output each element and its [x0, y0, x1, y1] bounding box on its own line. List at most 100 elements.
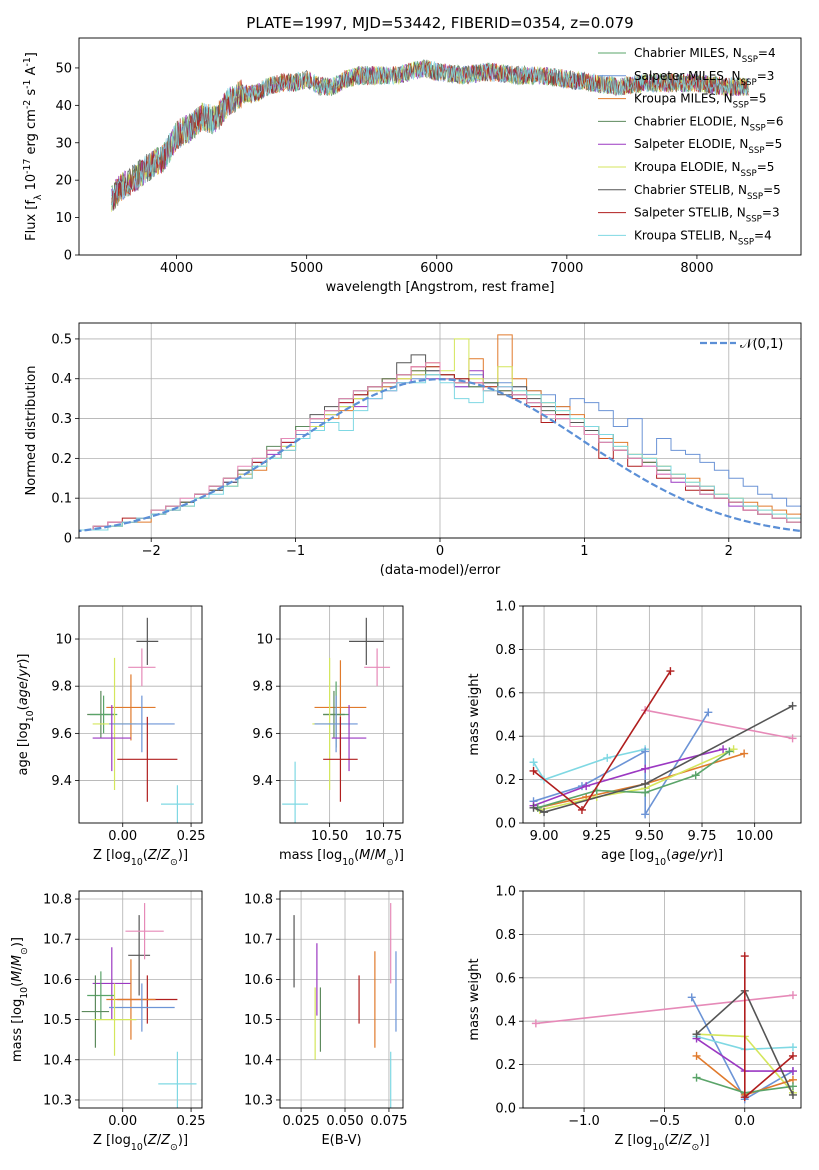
- x-tick-label: 2: [725, 544, 733, 559]
- axes-frame: [279, 605, 404, 824]
- legend-label: Salpeter STELIB, NSSP=3: [634, 206, 780, 225]
- legend-label: Salpeter MILES, NSSP=3: [634, 69, 774, 88]
- error-bar-point: [323, 690, 345, 739]
- y-tick-label: 0.4: [51, 372, 72, 387]
- weight-point-marker: [740, 1093, 749, 1102]
- legend-label: Kroupa ELODIE, NSSP=5: [634, 160, 774, 179]
- x-tick-label: 10.75: [365, 829, 402, 844]
- x-tick-label: 9.75: [688, 829, 717, 844]
- weight-point-marker: [692, 1051, 701, 1060]
- spectrum-axes: 4000 5000 6000 7000 8000 0 10 20 30 40 50: [55, 37, 802, 276]
- weight-point-marker: [531, 1019, 540, 1028]
- y-tick-label: 0.2: [51, 452, 72, 467]
- error-bar-point: [282, 761, 309, 823]
- histogram-series: [79, 362, 801, 538]
- x-axis-label: Z [log10(Z/Z⊙)]: [614, 1133, 709, 1153]
- weight-point-marker: [788, 1067, 797, 1076]
- y-tick-label: 10.6: [244, 973, 273, 988]
- plot-area: [87, 617, 194, 823]
- error-bar-point: [161, 785, 194, 823]
- error-bar-point: [92, 947, 131, 1020]
- y-tick-label: 9.8: [51, 680, 72, 695]
- histogram-series: [79, 370, 801, 538]
- age-vs-mass-axes: 10.50 10.75 9.4 9.6 9.8 10: [252, 605, 404, 844]
- y-axis-label: Normed distribution: [24, 366, 39, 496]
- x-tick-label: 10.50: [311, 829, 348, 844]
- axes-frame: [78, 890, 203, 1109]
- weight-point-marker: [687, 993, 696, 1002]
- y-axis-label: mass weight: [467, 958, 482, 1040]
- y-tick-label: 10: [55, 633, 72, 648]
- y-tick-label: 10.7: [43, 933, 72, 948]
- y-tick-label: 0: [64, 249, 72, 264]
- weight-point-marker: [582, 782, 591, 791]
- y-tick-label: 9.4: [252, 774, 273, 789]
- x-axis-label: age [log10(age/yr)]: [601, 848, 723, 868]
- weight-series-line: [645, 709, 793, 740]
- weight-point-marker: [740, 749, 749, 758]
- weight-point-marker: [740, 952, 749, 961]
- histogram-series: [79, 338, 801, 538]
- y-tick-label: 0.6: [495, 971, 516, 986]
- error-bar-point: [92, 705, 131, 772]
- y-tick-label: 10.5: [43, 1013, 72, 1028]
- gaussian-reference-line: [79, 378, 801, 533]
- x-axis-label: Z [log10(Z/Z⊙)]: [93, 848, 188, 868]
- legend-label: Salpeter ELODIE, NSSP=5: [634, 137, 782, 156]
- error-bar-point: [323, 716, 358, 802]
- y-tick-label: 10.3: [244, 1093, 273, 1108]
- y-tick-label: 9.8: [252, 680, 273, 695]
- y-tick-label: 0.4: [495, 730, 516, 745]
- x-tick-label: 0.00: [108, 1114, 137, 1129]
- weight-point-marker: [666, 667, 675, 676]
- x-axis-label: (data-model)/error: [380, 563, 501, 578]
- error-bar-point: [349, 617, 384, 665]
- weight-point-marker: [577, 805, 586, 814]
- y-tick-label: 9.4: [51, 774, 72, 789]
- weight-point-marker: [641, 810, 650, 819]
- error-bar-point: [314, 695, 358, 753]
- y-tick-label: 10.3: [43, 1093, 72, 1108]
- weight-point-marker: [641, 747, 650, 756]
- age-vs-Z-axes: 0.00 0.25 9.4 9.6 9.8 10: [51, 605, 206, 844]
- y-tick-label: 10: [256, 633, 273, 648]
- error-bar-point: [128, 648, 156, 687]
- x-tick-label: 0.050: [326, 1114, 363, 1129]
- error-bar-point: [364, 648, 391, 687]
- legend-label: Chabrier MILES, NSSP=4: [634, 46, 776, 65]
- legend-label: Chabrier ELODIE, NSSP=6: [634, 114, 783, 133]
- weight-vs-Z-axes: −1.0 −0.5 0.0 0.0 0.2 0.4 0.6 0.8 1.0: [495, 885, 802, 1129]
- y-tick-label: 0: [64, 532, 72, 547]
- plot-area: [81, 903, 197, 1108]
- weight-point-marker: [641, 779, 650, 788]
- x-tick-label: 9.50: [635, 829, 664, 844]
- y-tick-label: 30: [55, 136, 72, 151]
- y-tick-label: 0.2: [495, 1058, 516, 1073]
- weight-point-marker: [725, 747, 734, 756]
- histogram-series: [79, 366, 801, 538]
- y-tick-label: 9.6: [51, 727, 72, 742]
- x-tick-label: 9.00: [530, 829, 559, 844]
- error-bar-point: [106, 674, 156, 741]
- x-tick-label: −2: [142, 544, 161, 559]
- legend-label: Kroupa MILES, NSSP=5: [634, 92, 767, 111]
- y-tick-label: 20: [55, 174, 72, 189]
- x-tick-label: 0.025: [282, 1114, 319, 1129]
- error-bar-point: [87, 971, 115, 1020]
- y-tick-label: 10: [55, 211, 72, 226]
- x-tick-label: 0.075: [370, 1114, 407, 1129]
- plot-area: [531, 952, 797, 1104]
- y-axis-label: mass weight: [467, 673, 482, 755]
- y-tick-label: 0.8: [495, 928, 516, 943]
- weight-point-marker: [788, 991, 797, 1000]
- error-bar-point: [331, 705, 367, 772]
- weight-point-marker: [529, 758, 538, 767]
- x-tick-label: 6000: [420, 261, 453, 276]
- weight-point-marker: [692, 1030, 701, 1039]
- plot-area: [79, 334, 801, 538]
- weight-vs-age-axes: 9.00 9.25 9.50 9.75 10.00 0.0 0.2 0.4 0.6 0.8 1.0: [495, 600, 802, 844]
- x-tick-label: 4000: [160, 261, 193, 276]
- axes-frame: [522, 890, 802, 1109]
- mass-vs-ebv-axes: 0.025 0.050 0.075 10.3 10.4 10.5 10.6 10.7 10.8: [244, 890, 408, 1129]
- x-axis-label: wavelength [Angstrom, rest frame]: [326, 280, 555, 295]
